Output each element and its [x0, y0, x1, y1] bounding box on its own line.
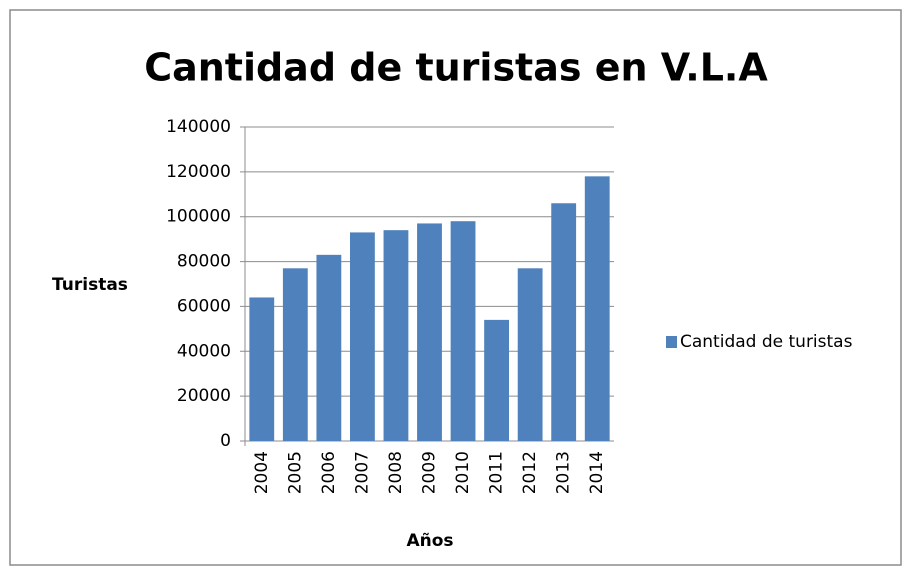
y-tick-label: 140000 [166, 117, 231, 137]
y-tick-label: 120000 [166, 162, 231, 182]
x-tick-label: 2014 [587, 451, 607, 494]
bar [417, 223, 442, 441]
bar [584, 176, 610, 442]
x-tick-label: 2007 [352, 451, 372, 494]
chart-title: Cantidad de turistas en V.L.A [144, 46, 768, 90]
bar [383, 230, 409, 441]
bar [551, 203, 577, 441]
x-tick-label: 2012 [520, 451, 540, 494]
y-tick-label: 100000 [166, 207, 231, 227]
bar [349, 232, 375, 441]
bar [484, 319, 510, 441]
x-tick-label: 2006 [319, 451, 339, 494]
legend-label: Cantidad de turistas [680, 332, 853, 352]
bar [249, 297, 275, 441]
y-tick-label: 20000 [177, 386, 231, 406]
x-tick-label: 2011 [487, 451, 507, 494]
y-tick-label: 40000 [177, 341, 231, 361]
y-axis-label: Turistas [52, 275, 128, 295]
x-tick-label: 2013 [554, 451, 574, 494]
x-tick-label: 2008 [386, 451, 406, 494]
x-tick-label: 2005 [285, 451, 305, 494]
bar [517, 268, 543, 441]
x-tick-label: 2010 [453, 451, 473, 494]
y-tick-label: 60000 [177, 296, 231, 316]
x-tick-label: 2004 [252, 451, 272, 494]
x-tick-label: 2009 [420, 451, 440, 494]
bar [450, 221, 476, 441]
x-axis-label: Años [406, 531, 453, 551]
y-tick-label: 80000 [177, 252, 231, 272]
bar [282, 268, 308, 441]
bar [316, 254, 342, 441]
legend-swatch [666, 336, 677, 348]
y-tick-label: 0 [220, 431, 231, 451]
